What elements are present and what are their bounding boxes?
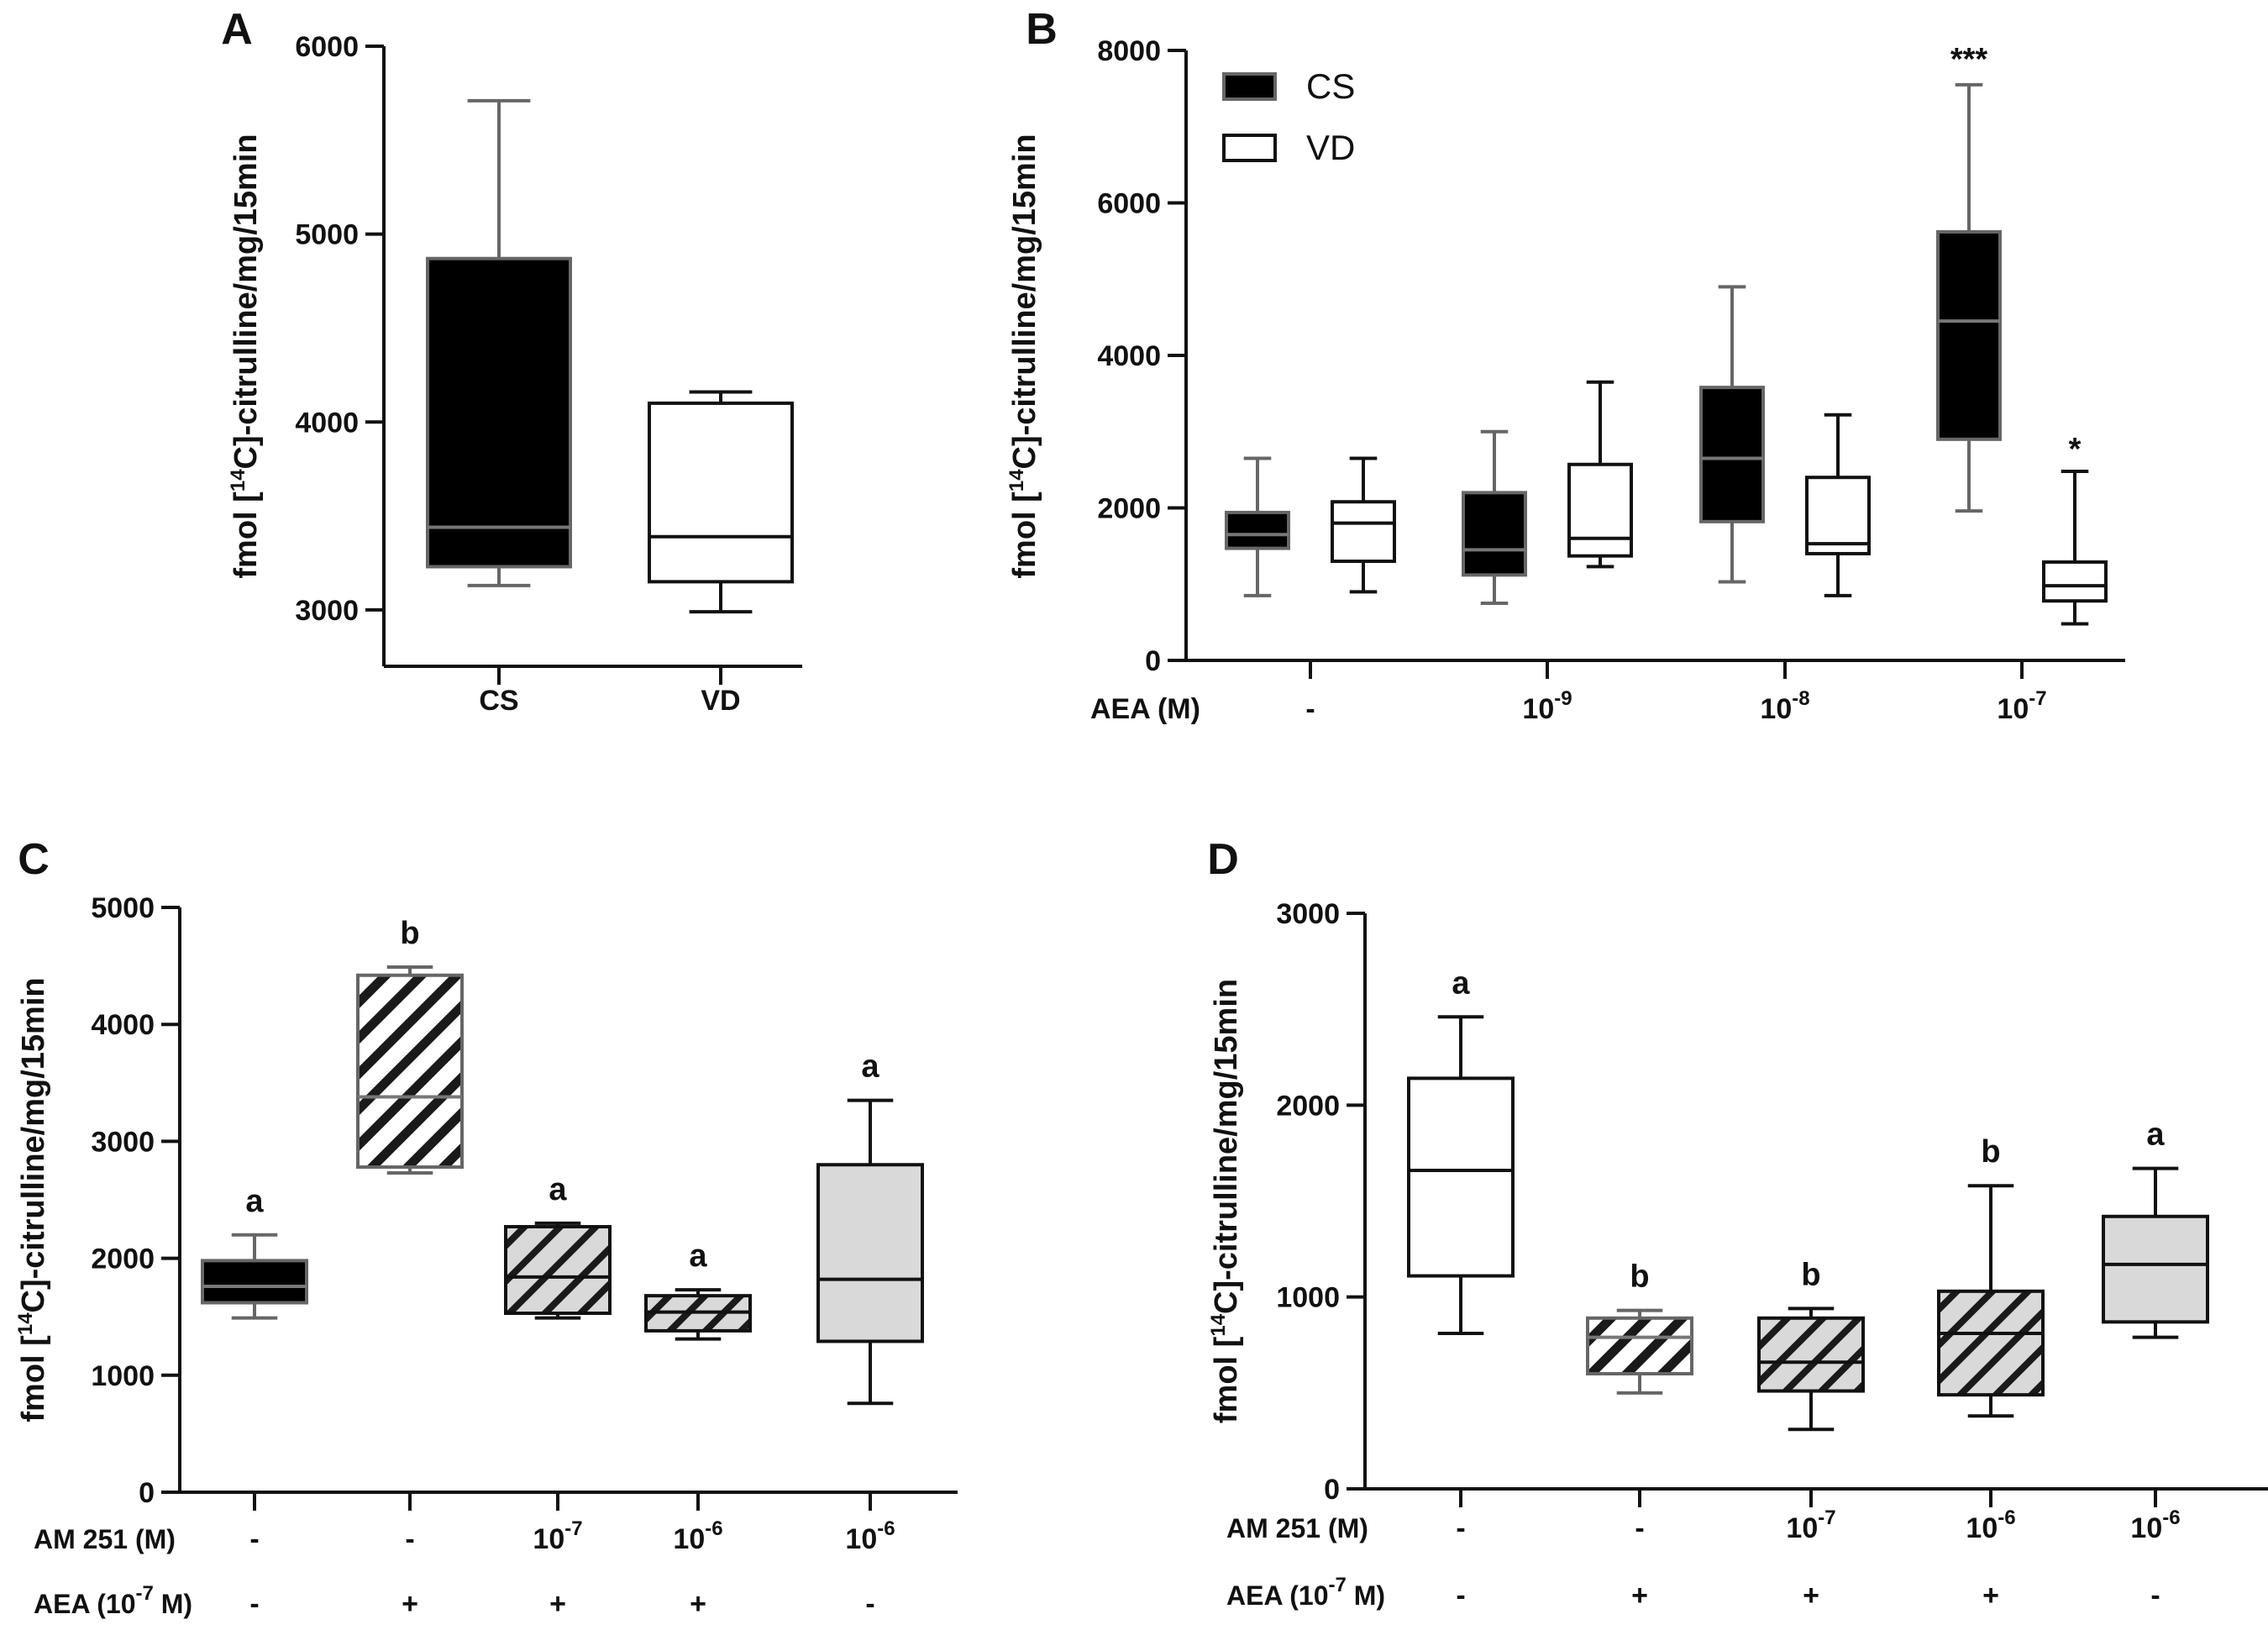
y-tick-label: 1000 [91, 1360, 155, 1392]
legend-label: VD [1306, 128, 1355, 167]
box-iqr [1331, 500, 1396, 564]
y-tick-label: 4000 [91, 1009, 155, 1041]
x-tick-label: - [1305, 693, 1315, 725]
y-tick-label: 2000 [1097, 493, 1161, 525]
x-row-label: AEA (M) [1090, 693, 1200, 725]
box-iqr [648, 401, 794, 584]
box-iqr [2042, 560, 2108, 603]
y-tick-label: 6000 [295, 31, 359, 63]
group-letter: b [400, 916, 419, 951]
box-iqr [1936, 229, 2002, 441]
treatment-value: + [1982, 1580, 1999, 1612]
treatment-value: + [1631, 1580, 1648, 1612]
y-tick-label: 8000 [1097, 35, 1161, 67]
group-letter: a [861, 1049, 879, 1085]
group-letter: a [1452, 965, 1470, 1001]
panel-label: B [1026, 5, 1058, 54]
x-tick-label: VD [701, 685, 740, 717]
significance-marker: *** [1950, 42, 1988, 77]
y-tick-label: 3000 [91, 1126, 155, 1158]
treatment-value: 10-6 [845, 1517, 895, 1555]
box-iqr [201, 1259, 308, 1305]
treatment-row-label: AM 251 (M) [1226, 1513, 1368, 1543]
y-tick-label: 0 [1145, 645, 1161, 677]
panel-label: A [221, 5, 253, 54]
x-tick-label: 10-9 [1522, 687, 1572, 725]
y-tick-label: 6000 [1097, 188, 1161, 220]
y-tick-label: 3000 [1276, 898, 1340, 930]
treatment-value: + [1803, 1580, 1819, 1612]
treatment-value: 10-7 [1786, 1506, 1835, 1544]
y-tick-label: 0 [1324, 1474, 1340, 1506]
y-tick-label: 3000 [295, 595, 359, 627]
treatment-value: - [249, 1523, 259, 1555]
box-iqr [1805, 476, 1871, 555]
treatment-value: + [402, 1588, 418, 1620]
y-axis-label: fmol [14C]-citrulline/mg/15min [227, 134, 264, 578]
y-axis-label: fmol [14C]-citrulline/mg/15min [1005, 134, 1042, 578]
box-iqr [2102, 1214, 2209, 1324]
box-iqr [1937, 1289, 2045, 1397]
treatment-value: 10-7 [533, 1517, 582, 1555]
treatment-value: + [690, 1588, 706, 1620]
legend-swatch [1222, 134, 1277, 162]
box-iqr [356, 973, 464, 1170]
treatment-value: - [405, 1523, 414, 1555]
box-iqr [504, 1225, 612, 1316]
y-tick-label: 5000 [295, 219, 359, 251]
y-axis-label: fmol [14C]-citrulline/mg/15min [14, 977, 51, 1422]
group-letter: b [1630, 1259, 1649, 1295]
group-letter: b [1981, 1134, 2000, 1170]
treatment-value: - [1456, 1580, 1465, 1612]
box-iqr [1757, 1316, 1865, 1393]
treatment-row-label: AM 251 (M) [34, 1524, 176, 1554]
y-tick-label: 4000 [1097, 340, 1161, 372]
panel-label: C [18, 835, 50, 884]
panel-label: D [1207, 835, 1239, 884]
group-letter: b [1801, 1257, 1820, 1292]
box-iqr [1407, 1076, 1515, 1278]
x-tick-label: CS [479, 685, 518, 717]
box-iqr [426, 256, 572, 569]
y-tick-label: 5000 [91, 892, 155, 924]
y-tick-label: 4000 [295, 407, 359, 439]
treatment-value: + [549, 1588, 566, 1620]
treatment-value: - [1456, 1512, 1465, 1544]
box-iqr [1699, 386, 1765, 523]
treatment-value: 10-6 [1966, 1506, 2015, 1544]
legend-swatch [1222, 72, 1277, 101]
treatment-value: - [1635, 1512, 1644, 1544]
treatment-value: - [865, 1588, 874, 1620]
treatment-value: 10-6 [673, 1517, 722, 1555]
box-iqr [1567, 462, 1633, 558]
y-tick-label: 2000 [91, 1244, 155, 1275]
group-letter: a [689, 1238, 707, 1274]
box-iqr [816, 1163, 924, 1343]
group-letter: a [549, 1172, 567, 1207]
y-tick-label: 1000 [1276, 1282, 1340, 1314]
legend-label: CS [1306, 66, 1355, 106]
treatment-row-label: AEA (10-7 M) [1226, 1574, 1385, 1611]
group-letter: a [2146, 1117, 2165, 1153]
treatment-row-label: AEA (10-7 M) [34, 1582, 192, 1619]
box-iqr [1225, 510, 1290, 550]
treatment-value: - [2150, 1580, 2160, 1612]
box-iqr [1586, 1316, 1693, 1375]
treatment-value: - [249, 1588, 259, 1620]
y-tick-label: 0 [139, 1477, 155, 1509]
y-tick-label: 2000 [1276, 1090, 1340, 1122]
significance-marker: * [2069, 432, 2082, 467]
box-iqr [1462, 491, 1527, 577]
treatment-value: 10-6 [2130, 1506, 2180, 1544]
y-axis-label: fmol [14C]-citrulline/mg/15min [1207, 979, 1244, 1423]
group-letter: a [245, 1184, 264, 1219]
x-tick-label: 10-8 [1760, 687, 1809, 725]
x-tick-label: 10-7 [1997, 687, 2046, 725]
